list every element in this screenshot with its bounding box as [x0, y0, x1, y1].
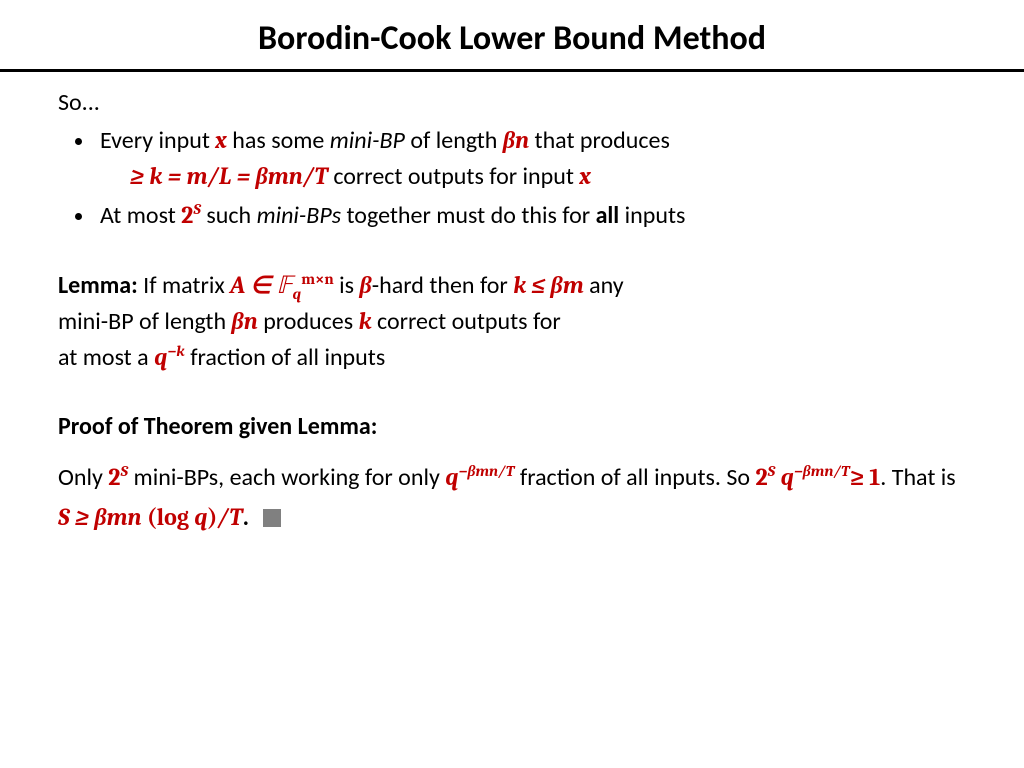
l-t8: at most a [58, 343, 154, 372]
b2-m1-base: 2 [181, 201, 193, 229]
b2-t4: inputs [619, 201, 685, 230]
slide-title: Borodin-Cook Lower Bound Method [0, 0, 1024, 69]
b2-t2: such [201, 201, 257, 230]
p-m1-base: 2 [108, 463, 120, 491]
p-m4: S ≥ βmn (log q)/T [58, 503, 243, 531]
b1-i1: mini-BP [330, 126, 405, 155]
bullet-1: Every input x has some mini-BP of length… [96, 123, 966, 195]
p-m2-base: q [445, 463, 458, 491]
p-m3-b: q [781, 463, 794, 491]
bullet-2: At most 2S such mini-BPs together must d… [96, 198, 966, 234]
slide: Borodin-Cook Lower Bound Method So... Ev… [0, 0, 1024, 768]
b1-t2: has some [227, 126, 330, 155]
proof-body: Only 2S mini-BPs, each working for only … [58, 458, 966, 537]
l-t4: any [584, 271, 624, 300]
lemma-block: Lemma: If matrix A ∈ 𝔽qm×n is β-hard the… [58, 268, 966, 375]
p-t2: mini-BPs, each working for only [128, 463, 445, 492]
l-m2: β [360, 271, 372, 299]
p-m2: q−βmn/T [445, 463, 514, 491]
p-m4-a: S ≥ βmn [58, 503, 147, 531]
b2-i1: mini-BPs [257, 201, 341, 230]
l-m4: βn [232, 307, 258, 335]
p-t3: fraction of all inputs. So [514, 463, 755, 492]
slide-content: So... Every input x has some mini-BP of … [0, 72, 1024, 537]
l-m6: q−k [154, 343, 185, 371]
l-t5: mini-BP of length [58, 307, 232, 336]
l-t9: fraction of all inputs [185, 343, 385, 372]
p-period: . [243, 503, 249, 532]
p-m2-sup: −βmn/T [459, 462, 515, 480]
b1-t3: of length [405, 126, 503, 155]
proof-head: Proof of Theorem given Lemma: [58, 410, 966, 445]
p-m1: 2S [108, 463, 128, 491]
l-m3: k ≤ βm [513, 271, 584, 299]
p-m3: 2S q−βmn/T≥ 1 [755, 463, 880, 491]
p-m4-end: /T [217, 503, 242, 531]
b2-b1: all [596, 201, 620, 230]
p-t4: . That is [880, 463, 955, 492]
l-m1b: 𝔽 [276, 271, 292, 299]
b1-m1: x [215, 126, 227, 154]
b2-t3: together must do this for [341, 201, 595, 230]
p-m3-c: ≥ 1 [850, 463, 880, 491]
b1-t4: that produces [529, 126, 670, 155]
l-m1: A ∈ 𝔽qm×n [230, 271, 334, 299]
p-m4-paren: ) [208, 503, 218, 531]
p-m4-q: q [194, 503, 207, 531]
p-t1: Only [58, 463, 108, 492]
l-m6-base: q [154, 343, 167, 371]
p-m3-a: 2 [755, 463, 767, 491]
p-m3-b-sup: −βmn/T [794, 462, 850, 480]
b1-line2: ≥ k = m/L = βmn/T correct outputs for in… [100, 159, 966, 195]
b2-t1: At most [100, 201, 181, 230]
b1-l2-t1: correct outputs for input [328, 162, 579, 191]
p-m1-sup: S [120, 462, 128, 480]
so-text: So... [58, 86, 966, 121]
l-m1-sup: m×n [301, 270, 334, 288]
l-t3: -hard then for [372, 271, 513, 300]
l-m6-sup: −k [167, 342, 184, 360]
l-t2: is [334, 271, 360, 300]
l-m5: k [359, 307, 372, 335]
b1-l2-m2: x [579, 162, 591, 190]
b1-m2: βn [503, 126, 529, 154]
b2-m1: 2S [181, 201, 201, 229]
l-m1a: A ∈ [230, 271, 276, 299]
qed-icon [263, 509, 281, 527]
l-m1-sub: q [293, 285, 302, 303]
p-m4-log: (log [147, 503, 194, 531]
bullet-list: Every input x has some mini-BP of length… [96, 123, 966, 234]
lemma-head: Lemma: [58, 271, 138, 300]
b2-m1-sup: S [193, 200, 201, 218]
l-t7: correct outputs for [372, 307, 561, 336]
b1-t1: Every input [100, 126, 215, 155]
b1-l2-m1: ≥ k = m/L = βmn/T [130, 162, 328, 190]
l-t6: produces [258, 307, 359, 336]
l-t1: If matrix [138, 271, 230, 300]
